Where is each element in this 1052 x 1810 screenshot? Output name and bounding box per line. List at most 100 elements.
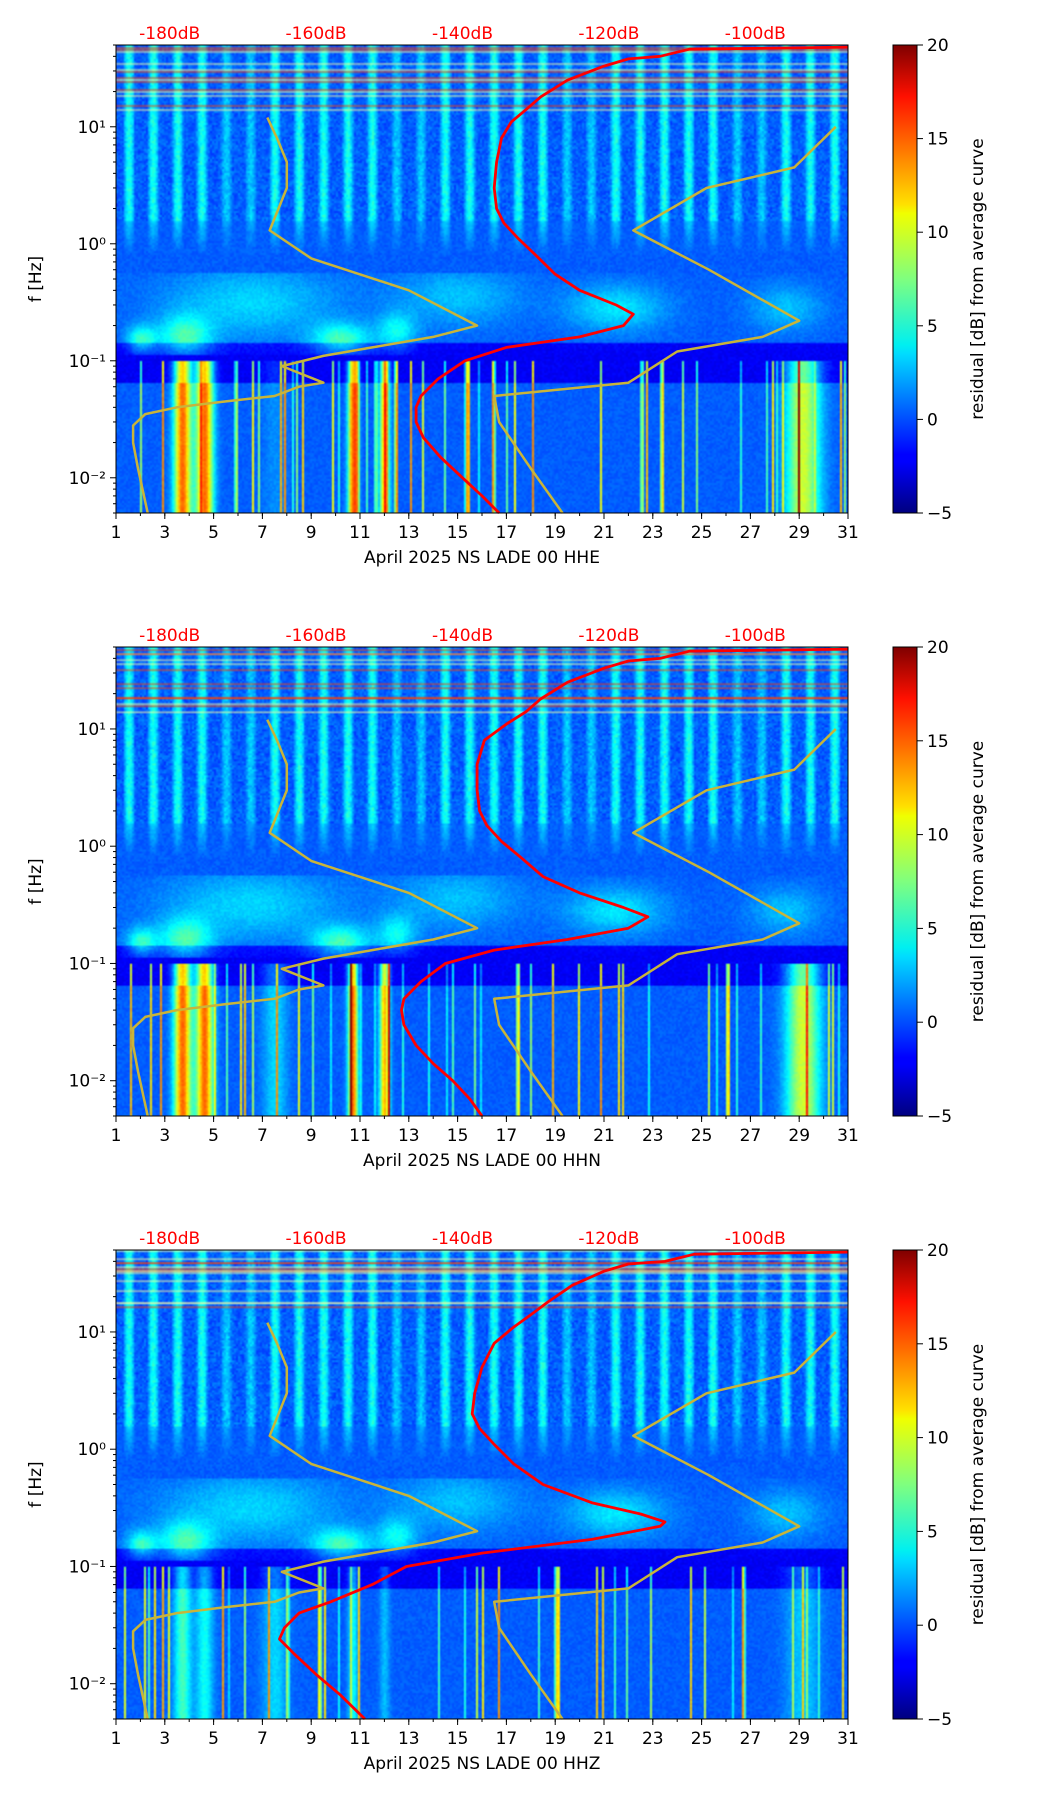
- x-tick-label: 11: [349, 1729, 371, 1749]
- x-tick-label: 29: [788, 1126, 810, 1146]
- y-tick-label: 10⁻¹: [69, 1557, 106, 1577]
- x-tick-label: 3: [159, 1729, 170, 1749]
- x-tick-label: 17: [496, 523, 518, 543]
- chart-panel-hhn: 1 3 5 7 9 11 13 15 17 19 21 23 25 27 29 3110⁻²10⁻¹10⁰10…: [26, 626, 988, 1171]
- x-tick-label: 7: [257, 523, 268, 543]
- top-db-label: -180dB: [139, 626, 200, 646]
- colorbar-tick-label: 10: [927, 826, 949, 846]
- x-tick-label: 19: [544, 523, 566, 543]
- model-curve-low: [131, 719, 479, 1117]
- colorbar-tick-label: 10: [927, 223, 949, 243]
- colorbar-tick-label: 0: [927, 410, 938, 430]
- x-tick-label: 17: [496, 1126, 518, 1146]
- y-tick-label: 10⁻²: [69, 469, 106, 489]
- colorbar-tick-label: 5: [927, 317, 938, 337]
- x-tick-label: 5: [208, 1126, 219, 1146]
- x-tick-label: 1: [111, 523, 122, 543]
- colorbar-tick-label: −5: [927, 504, 952, 524]
- colorbar-tick-label: 20: [927, 638, 949, 658]
- colorbar-label: residual [dB] from average curve: [968, 741, 988, 1022]
- colorbar-tick-label: −5: [927, 1107, 952, 1127]
- x-tick-label: 25: [691, 1126, 713, 1146]
- y-axis-label: f [Hz]: [26, 1461, 46, 1507]
- colorbar-tick-label: 5: [927, 1522, 938, 1542]
- colorbar-tick-label: 10: [927, 1429, 949, 1449]
- top-db-label: -140dB: [432, 1229, 493, 1249]
- x-tick-label: 11: [349, 523, 371, 543]
- model-curve-low: [131, 1322, 479, 1720]
- colorbar-tick-label: −5: [927, 1710, 952, 1730]
- colorbar-label: residual [dB] from average curve: [968, 1344, 988, 1625]
- y-tick-label: 10¹: [78, 118, 106, 138]
- x-axis-label: April 2025 NS LADE 00 HHN: [363, 1151, 601, 1171]
- x-tick-label: 21: [593, 523, 615, 543]
- x-tick-label: 23: [642, 523, 664, 543]
- top-db-label: -120dB: [578, 1229, 639, 1249]
- colorbar-tick-label: 15: [927, 1335, 949, 1355]
- x-tick-label: 13: [398, 1126, 420, 1146]
- x-tick-label: 19: [544, 1729, 566, 1749]
- colorbar-tick-label: 5: [927, 919, 938, 939]
- colorbar-tick-label: 0: [927, 1013, 938, 1033]
- colorbar-tick-label: 20: [927, 1241, 949, 1261]
- top-db-label: -100dB: [725, 24, 786, 44]
- y-tick-label: 10⁰: [78, 235, 107, 255]
- y-tick-label: 10¹: [78, 720, 106, 740]
- x-tick-label: 23: [642, 1126, 664, 1146]
- x-axis-label: April 2025 NS LADE 00 HHZ: [364, 1754, 601, 1774]
- noise-curve: [400, 647, 849, 1117]
- colorbar: [892, 1249, 918, 1720]
- x-tick-label: 3: [159, 523, 170, 543]
- x-tick-label: 25: [691, 523, 713, 543]
- y-axis-label: f [Hz]: [26, 858, 46, 904]
- top-db-label: -100dB: [725, 626, 786, 646]
- y-tick-label: 10⁻²: [69, 1072, 106, 1092]
- x-tick-label: 27: [740, 1126, 762, 1146]
- x-tick-label: 1: [111, 1729, 122, 1749]
- x-tick-label: 13: [398, 1729, 420, 1749]
- x-tick-label: 5: [208, 523, 219, 543]
- chart-panel-hhz: 1 3 5 7 9 11 13 15 17 19 21 23 25 27 29 3110⁻²10⁻¹10⁰10…: [26, 1229, 988, 1774]
- top-db-label: -120dB: [578, 626, 639, 646]
- x-tick-label: 15: [447, 523, 469, 543]
- x-tick-label: 1: [111, 1126, 122, 1146]
- y-tick-label: 10⁰: [78, 1440, 107, 1460]
- y-tick-label: 10⁻¹: [69, 352, 106, 372]
- x-tick-label: 15: [447, 1126, 469, 1146]
- x-tick-label: 27: [740, 523, 762, 543]
- x-tick-label: 31: [837, 1729, 859, 1749]
- spectrogram-image: [116, 45, 848, 513]
- spectrogram-image: [116, 1250, 848, 1719]
- colorbar-tick-label: 15: [927, 130, 949, 150]
- colorbar: [892, 44, 918, 514]
- chart-panel-hhe: 1 3 5 7 9 11 13 15 17 19 21 23 25 27 29 3110⁻²10⁻¹10⁰10…: [26, 24, 988, 568]
- top-db-label: -160dB: [286, 24, 347, 44]
- top-db-label: -180dB: [139, 24, 200, 44]
- x-tick-label: 3: [159, 1126, 170, 1146]
- x-tick-label: 9: [306, 523, 317, 543]
- x-tick-label: 25: [691, 1729, 713, 1749]
- y-tick-label: 10⁻¹: [69, 954, 106, 974]
- x-tick-label: 7: [257, 1729, 268, 1749]
- x-tick-label: 9: [306, 1126, 317, 1146]
- spectrogram-image: [116, 647, 848, 1116]
- x-tick-label: 27: [740, 1729, 762, 1749]
- model-curve-high: [492, 125, 837, 514]
- colorbar-tick-label: 0: [927, 1616, 938, 1636]
- x-tick-label: 23: [642, 1729, 664, 1749]
- colorbar-tick-label: 15: [927, 732, 949, 752]
- y-tick-label: 10⁻²: [69, 1675, 106, 1695]
- y-tick-label: 10⁰: [78, 837, 107, 857]
- x-tick-label: 21: [593, 1126, 615, 1146]
- top-db-label: -140dB: [432, 626, 493, 646]
- top-db-label: -120dB: [578, 24, 639, 44]
- noise-curve: [278, 1250, 849, 1721]
- model-curve-high: [492, 728, 837, 1117]
- top-db-label: -180dB: [139, 1229, 200, 1249]
- colorbar-tick-label: 20: [927, 36, 949, 56]
- x-tick-label: 17: [496, 1729, 518, 1749]
- x-tick-label: 11: [349, 1126, 371, 1146]
- x-tick-label: 7: [257, 1126, 268, 1146]
- x-tick-label: 31: [837, 1126, 859, 1146]
